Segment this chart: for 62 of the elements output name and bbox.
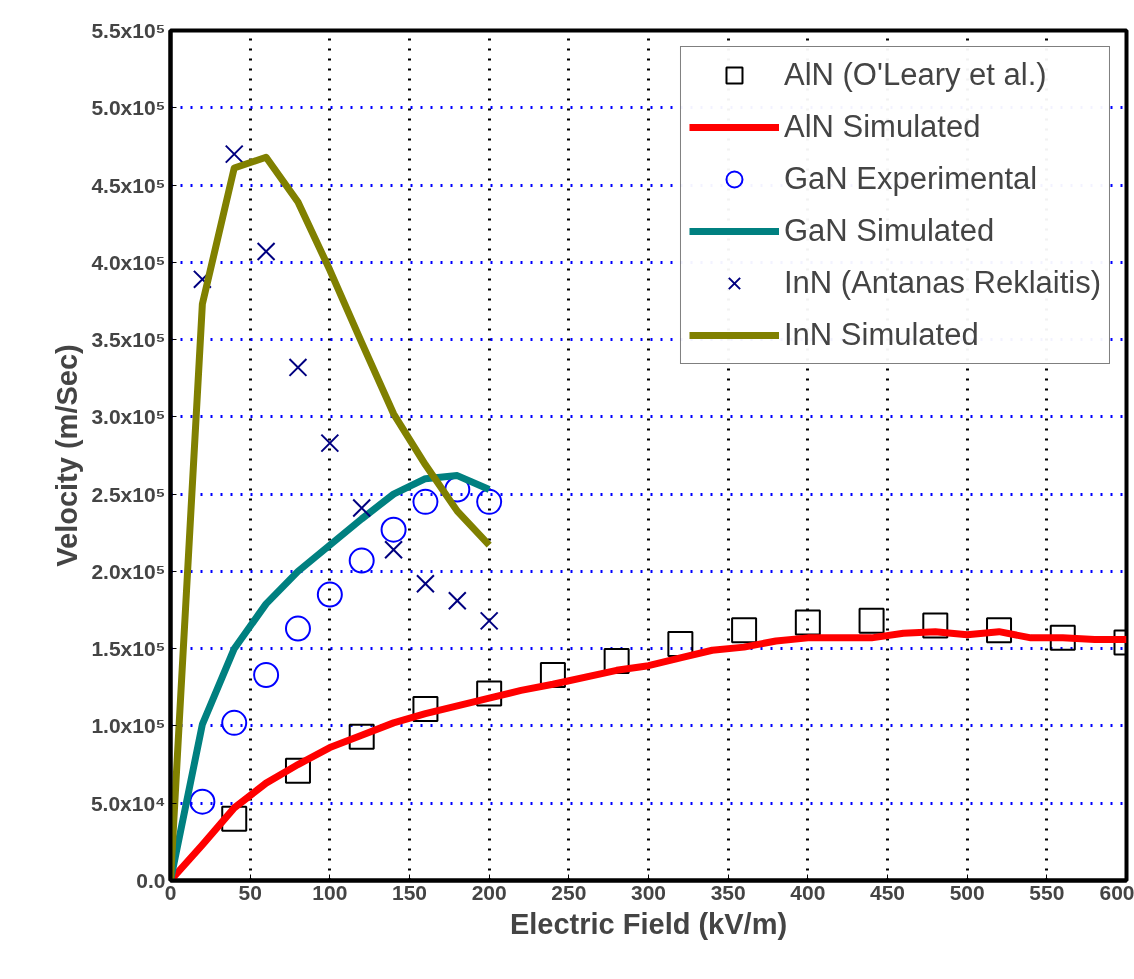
point [1049,624,1076,651]
point [476,680,503,707]
point [284,615,311,642]
point [320,433,340,453]
x-tick-label: 200 [471,880,507,904]
x-tick-label: 550 [1029,880,1065,904]
point [412,695,439,722]
legend-label: GaN Simulated [783,212,995,250]
point [348,547,375,574]
point [412,488,439,515]
point [986,617,1013,644]
point [415,574,435,594]
point [189,788,216,815]
point [316,581,343,608]
x-tick-label: 600 [1099,880,1134,904]
point [794,609,821,636]
point [380,516,407,543]
y-tick-label: 5.5x10⁵ [91,19,166,42]
x-tick-label: 350 [710,880,746,904]
point [253,661,280,688]
y-tick-label: 5.0x10⁴ [90,791,166,815]
x-axis-title: Electric Field (kV/m) [509,907,788,940]
point [221,709,248,736]
point [348,723,375,750]
x-tick-label: 50 [238,880,262,904]
x-tick-label: 500 [949,880,985,904]
x-tick-label: 400 [790,880,826,904]
point [224,144,244,164]
point [384,540,404,560]
x-tick-label: 0 [164,880,177,904]
point [288,357,308,377]
point [221,805,248,832]
y-tick-label: 2.0x10⁵ [91,559,166,583]
y-tick-label: 2.5x10⁵ [91,482,166,506]
y-tick-label: 1.5x10⁵ [91,637,166,661]
y-tick-label: 5.0x10⁵ [91,96,166,120]
point [284,757,311,784]
point [476,488,503,515]
point [731,617,758,644]
point [447,591,467,611]
y-tick-label: 0.0 [136,869,166,892]
point [858,607,885,634]
x-tick-label: 450 [869,880,906,904]
legend-label: GaN Experimental [783,160,1038,198]
y-tick-label: 3.0x10⁵ [91,405,166,429]
point [352,498,372,518]
point [479,611,499,631]
point [256,242,276,261]
x-tick-label: 150 [391,880,428,904]
legend-label: InN (Antanas Reklaitis) [783,264,1101,302]
legend-label: InN Simulated [783,316,979,354]
y-tick-label: 4.5x10⁵ [91,173,166,197]
y-tick-label: 3.5x10⁵ [91,328,166,352]
point [922,612,949,639]
y-tick-label: 1.0x10⁵ [91,714,166,738]
y-axis-title: Velocity (m/Sec) [50,344,83,567]
x-tick-label: 250 [551,880,587,904]
x-tick-label: 300 [630,880,667,904]
y-tick-label: 4.0x10⁵ [91,250,166,274]
legend-label: AlN Simulated [783,108,981,146]
legend-label: AlN (O'Leary et al.) [783,56,1047,94]
x-tick-label: 100 [312,880,348,904]
